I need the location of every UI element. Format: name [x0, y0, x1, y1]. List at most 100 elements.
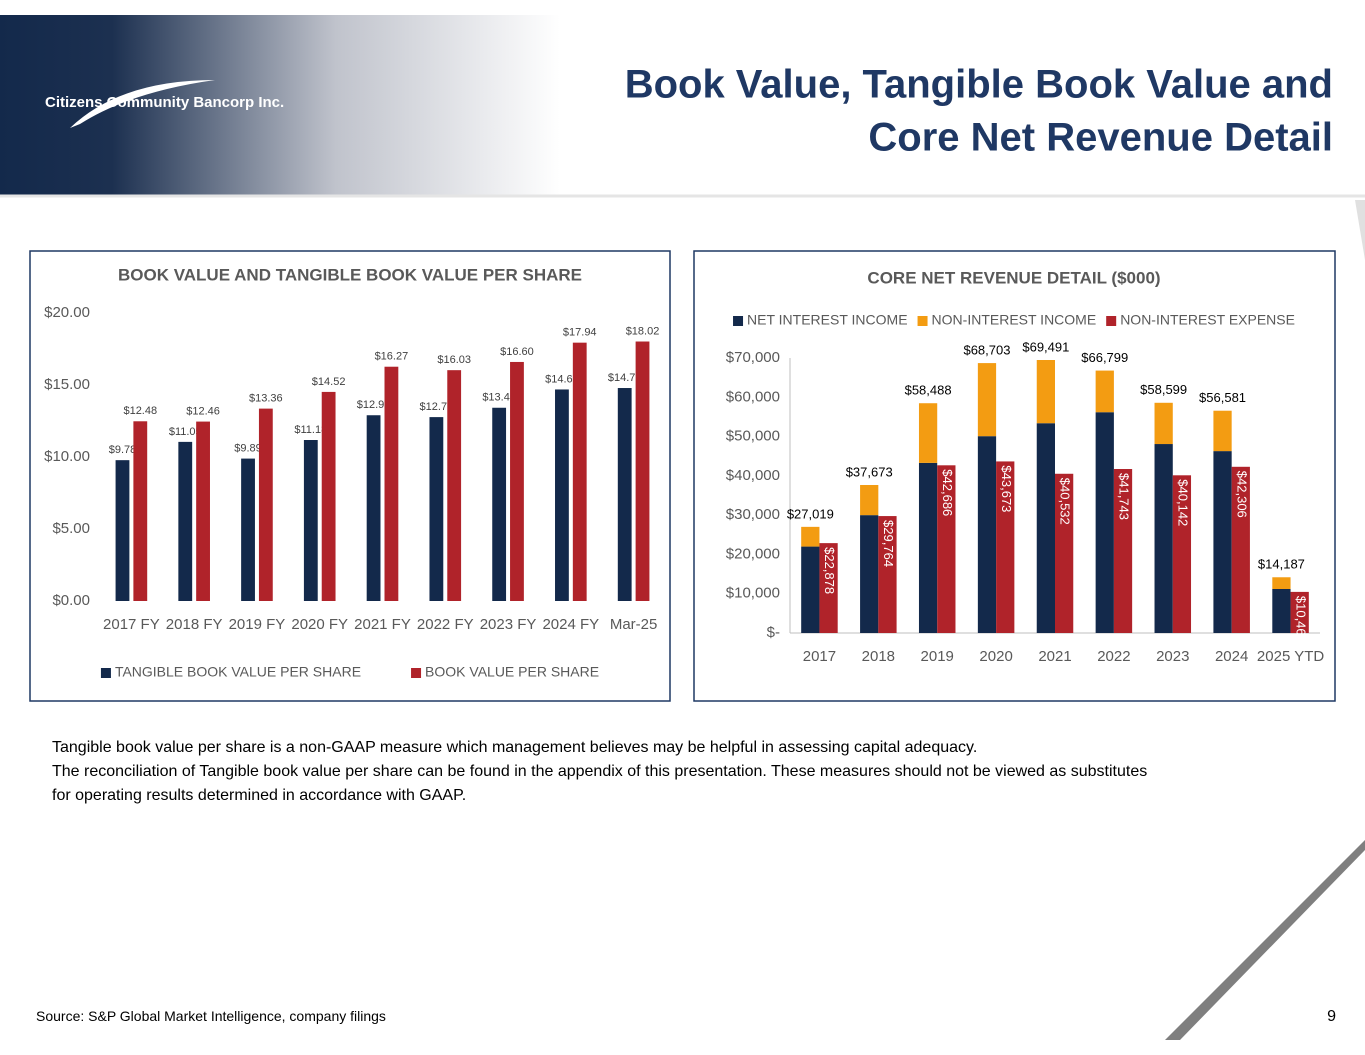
value-label: $12.48 — [123, 405, 157, 417]
logo-swoosh — [70, 80, 215, 128]
bar — [510, 361, 524, 601]
value-label: $13.36 — [249, 393, 283, 405]
x-tick-label: Mar-25 — [610, 616, 658, 633]
x-tick-label: 2022 FY — [417, 616, 474, 633]
x-tick-label: 2023 FY — [480, 616, 537, 633]
value-label: $10,463 — [1293, 596, 1308, 643]
bar — [996, 461, 1015, 633]
bar — [617, 388, 632, 601]
chart-frame — [693, 250, 1336, 702]
legend-swatch — [1106, 316, 1117, 326]
value-label: $16.27 — [375, 351, 409, 363]
legend-label: NON-INTEREST INCOME — [932, 312, 1097, 328]
bar — [1290, 591, 1309, 633]
chart-frame — [29, 250, 671, 702]
bar-segment — [801, 546, 820, 633]
bar-segment — [918, 462, 938, 633]
bar — [321, 391, 336, 601]
header-band — [0, 15, 560, 195]
note: The reconciliation of Tangible book valu… — [52, 763, 1147, 780]
value-label: $22,878 — [822, 547, 837, 594]
slide-title: Book Value, Tangible Book Value and — [625, 63, 1333, 107]
y-tick-label: $15.00 — [44, 376, 90, 393]
legend-swatch — [917, 316, 928, 326]
value-label: $11.18 — [294, 424, 327, 436]
bar-segment — [1095, 412, 1114, 633]
x-tick-label: 2024 — [1215, 648, 1248, 665]
chart-title: CORE NET REVENUE DETAIL ($000) — [867, 268, 1160, 287]
bar-segment — [1272, 589, 1291, 633]
bar — [384, 366, 399, 601]
y-tick-label: $30,000 — [726, 506, 780, 523]
value-label: $12.77 — [420, 401, 454, 413]
y-tick-label: $10.00 — [44, 448, 90, 465]
bar — [178, 441, 193, 601]
value-label: $41,743 — [1117, 473, 1132, 520]
bar — [133, 421, 148, 601]
total-label: $56,581 — [1199, 390, 1246, 405]
y-tick-label: $60,000 — [726, 388, 780, 405]
value-label: $12.46 — [186, 405, 220, 417]
value-label: $9.78 — [109, 444, 137, 456]
total-label: $68,703 — [963, 343, 1010, 358]
x-tick-label: 2018 FY — [166, 616, 223, 633]
value-label: $9.89 — [234, 442, 262, 454]
bar-segment — [1213, 451, 1232, 633]
bar — [1113, 469, 1133, 633]
bar — [429, 417, 444, 601]
value-label: $40,142 — [1175, 479, 1190, 526]
total-label: $69,491 — [1022, 339, 1069, 354]
bar — [1231, 466, 1250, 633]
value-label: $42,306 — [1234, 471, 1249, 518]
bar — [492, 407, 507, 601]
value-label: $17.94 — [563, 327, 597, 339]
bar-segment — [1154, 444, 1173, 633]
x-tick-label: 2021 — [1038, 648, 1071, 665]
bar — [447, 370, 462, 601]
value-label: $13.42 — [482, 392, 516, 404]
chart-title: BOOK VALUE AND TANGIBLE BOOK VALUE PER S… — [118, 265, 582, 284]
y-tick-label: $40,000 — [726, 467, 780, 484]
note: Tangible book value per share is a non-G… — [52, 739, 977, 756]
y-tick-label: $0.00 — [52, 592, 90, 609]
corner-decoration — [1165, 840, 1365, 1040]
total-label: $58,599 — [1140, 382, 1187, 397]
y-tick-label: $- — [767, 624, 780, 641]
value-label: $16.03 — [437, 354, 471, 366]
y-tick-label: $70,000 — [726, 349, 780, 366]
value-label: $14.52 — [312, 376, 346, 388]
page-number: 9 — [1327, 1008, 1336, 1025]
value-label: $16.60 — [500, 346, 534, 358]
y-tick-label: $50,000 — [726, 428, 780, 445]
x-tick-label: 2018 — [862, 648, 895, 665]
legend-swatch — [100, 668, 111, 678]
x-tick-label: 2017 — [803, 648, 836, 665]
value-label: $12.90 — [357, 399, 391, 411]
y-tick-label: $20.00 — [44, 304, 90, 321]
legend-swatch — [411, 668, 422, 678]
bar — [258, 408, 273, 601]
note: for operating results determined in acco… — [52, 787, 466, 804]
value-label: $40,532 — [1058, 478, 1073, 525]
bar-segment — [977, 436, 997, 633]
slide-title: Core Net Revenue Detail — [868, 116, 1333, 160]
y-tick-label: $10,000 — [726, 585, 780, 602]
legend-label: BOOK VALUE PER SHARE — [425, 664, 599, 680]
x-tick-label: 2025 YTD — [1257, 648, 1324, 665]
bar — [819, 543, 838, 633]
value-label: $11.05 — [169, 426, 202, 438]
x-tick-label: 2021 FY — [354, 616, 411, 633]
x-tick-label: 2020 — [979, 648, 1012, 665]
source: Source: S&P Global Market Intelligence, … — [36, 1008, 386, 1024]
y-tick-label: $5.00 — [52, 520, 90, 537]
bar-segment — [1036, 423, 1055, 633]
bar — [937, 465, 956, 633]
bar — [196, 421, 210, 601]
bar-segment — [1213, 410, 1232, 452]
legend-label: NON-INTEREST EXPENSE — [1120, 312, 1295, 328]
x-tick-label: 2022 — [1097, 648, 1130, 665]
value-label: $43,673 — [999, 465, 1014, 512]
bar — [572, 342, 587, 601]
bar-segment — [977, 363, 997, 437]
